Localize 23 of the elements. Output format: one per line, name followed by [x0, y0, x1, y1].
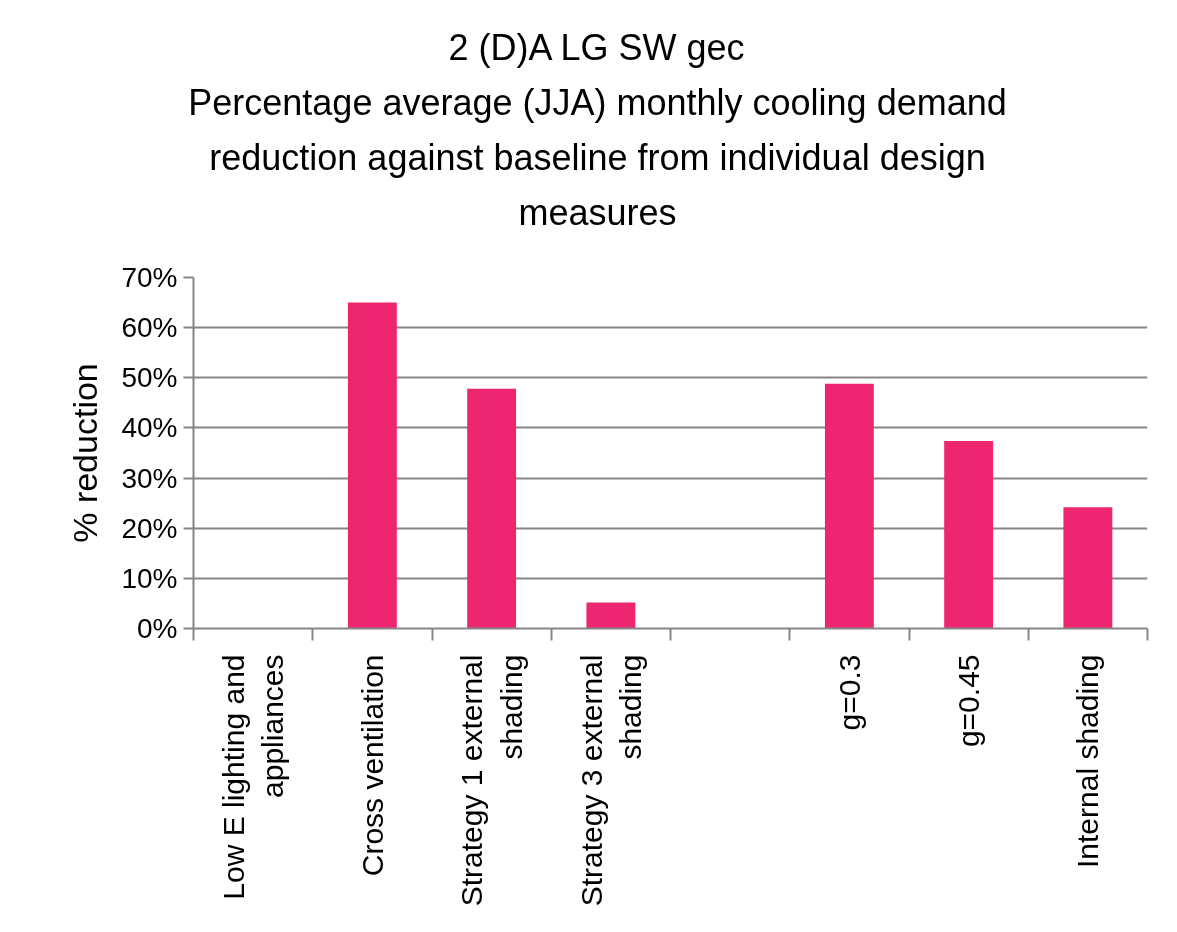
bar	[944, 440, 994, 629]
y-tick-label: 40%	[121, 412, 178, 444]
y-tick-label: 60%	[121, 312, 178, 344]
y-tick-label: 70%	[121, 262, 178, 293]
chart-title: 2 (D)A LG SW gec	[448, 27, 745, 68]
y-axis-title: % reduction	[66, 363, 105, 543]
y-tick-label: 50%	[121, 362, 178, 394]
bar	[824, 383, 874, 629]
x-tick-label: Strategy 1 external shading	[455, 654, 528, 907]
x-tick-label: Cross ventilation	[355, 654, 389, 877]
bar	[467, 388, 517, 629]
x-tick-label: Low E lighting and appliances	[216, 654, 290, 900]
x-tick-label: Internal shading	[1071, 654, 1105, 868]
y-tick-label: 20%	[121, 512, 178, 544]
y-tick-label: 30%	[121, 462, 178, 494]
bar	[586, 602, 636, 629]
y-tick-label: 10%	[121, 562, 178, 594]
y-tick-label: 0%	[137, 613, 178, 644]
x-tick-label: g=0.45	[952, 654, 986, 748]
x-tick-label: g=0.3	[832, 654, 866, 731]
chart-subtitle: Percentage average (JJA) monthly cooling demand reduction against baseline from individual design measures	[188, 82, 1007, 233]
bar	[347, 302, 397, 629]
bar	[1063, 507, 1113, 629]
